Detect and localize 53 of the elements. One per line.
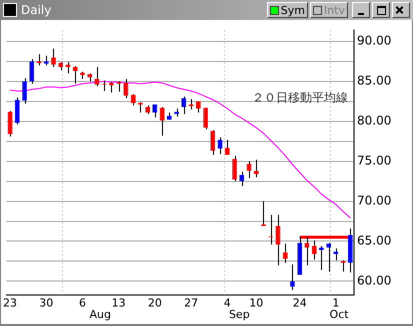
x-tick-label: 13 [112,296,126,310]
candlestick [203,107,208,130]
candlestick [282,243,288,264]
y-tick-label: 75.00 [357,153,392,168]
candlestick [22,78,27,104]
candlestick [44,55,49,66]
series-label: ２０日移動平均線 [252,90,348,104]
candlestick [14,96,20,126]
x-tick-label: 20 [148,296,162,310]
text: Oct [330,308,350,322]
candlestick [130,94,136,106]
y-tick-label: 90.00 [357,34,392,48]
candlestick [8,110,12,138]
text: Sep [228,308,250,322]
candlestick [210,130,216,156]
x-tick-label: 1 [332,296,340,310]
y-tick-label: 65.00 [357,233,392,248]
text: Sym [280,4,305,16]
y-tick-label: 60.00 [357,273,392,288]
x-tick-label: 23 [3,296,18,310]
candlestick [334,248,338,261]
candlestick [72,66,78,84]
x-tick-label: 6 [78,296,86,310]
candlestick [66,62,70,74]
x-tick-label: 30 [39,296,54,310]
candlestick [29,58,34,84]
chart-title: Daily [21,3,52,17]
candlestick [290,264,295,291]
candlestick [319,246,324,271]
y-tick-label: 70.00 [357,193,392,208]
y-tick-label: 85.00 [357,73,392,88]
candlestick [181,96,186,115]
candlestick [218,136,222,155]
text: Aug [90,308,112,322]
x-tick-label: 24 [292,296,307,310]
text: Intv [324,4,345,16]
x-tick-label: 10 [249,296,264,310]
candlestick [109,82,114,94]
candlestick [124,78,128,99]
candlestick [246,160,252,179]
candlestick [232,155,237,182]
candlestick [239,171,244,187]
candlestick [152,104,158,118]
candlestick [94,66,100,87]
candlestick [51,48,56,68]
candlestick [160,106,164,136]
x-tick-label: 4 [224,296,231,310]
candlestick [276,214,280,266]
x-tick-label: 27 [184,296,198,310]
candlestick [326,242,332,272]
candlestick [224,139,230,156]
candlestick [312,240,317,260]
y-tick-label: 80.00 [357,113,392,128]
